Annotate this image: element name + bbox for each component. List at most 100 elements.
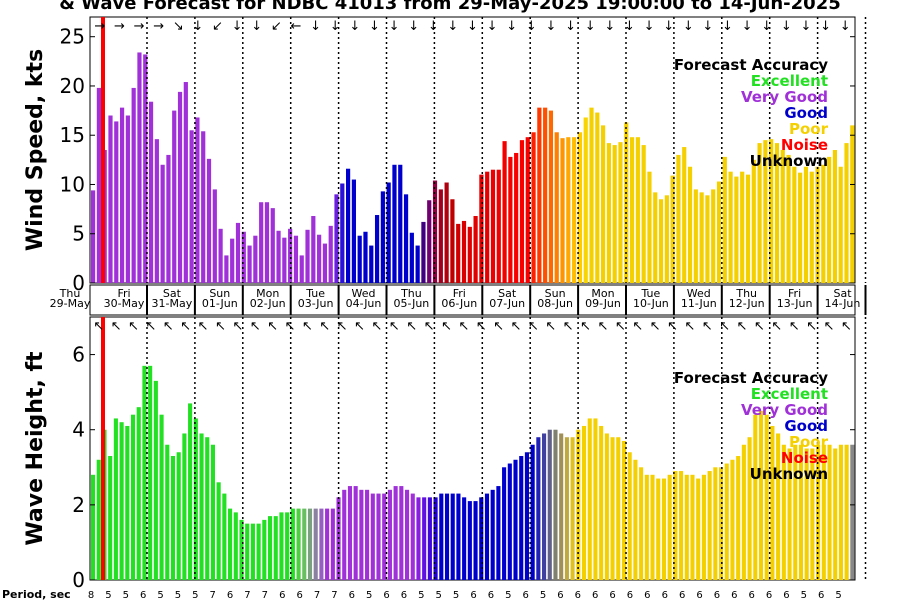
period-value: 5 bbox=[436, 590, 442, 600]
wind-bar bbox=[577, 132, 583, 283]
wind-direction-arrow: ↓ bbox=[624, 19, 635, 34]
wave-bar bbox=[753, 414, 758, 580]
period-value: 6 bbox=[627, 590, 633, 600]
wind-bar bbox=[716, 181, 722, 283]
wind-bar bbox=[392, 164, 397, 283]
wind-bar bbox=[682, 147, 687, 283]
wave-bar bbox=[776, 433, 781, 580]
wind-direction-arrow: ↓ bbox=[546, 19, 557, 34]
wind-bar bbox=[108, 115, 113, 283]
period-value: 5 bbox=[505, 590, 511, 600]
wave-bar bbox=[684, 474, 689, 580]
wind-bar bbox=[444, 182, 449, 283]
wind-bar bbox=[502, 141, 507, 283]
wave-bar bbox=[108, 456, 113, 580]
wind-direction-arrow: ↓ bbox=[428, 19, 439, 34]
wind-bar bbox=[172, 110, 177, 283]
period-value: 5 bbox=[366, 590, 372, 600]
wave-bar bbox=[787, 448, 792, 580]
wave-bar bbox=[444, 493, 450, 580]
wave-direction-arrow: ↖ bbox=[93, 319, 104, 334]
wind-bar bbox=[230, 238, 235, 283]
wind-bar bbox=[119, 107, 125, 283]
wave-direction-arrow: ↖ bbox=[389, 319, 400, 334]
period-value: 6 bbox=[609, 590, 615, 600]
period-value: 6 bbox=[714, 590, 720, 600]
wave-direction-arrow: ↖ bbox=[111, 319, 122, 334]
wind-bar bbox=[415, 245, 420, 283]
wind-bar bbox=[525, 137, 530, 283]
period-value: 7 bbox=[210, 590, 216, 600]
period-value: 6 bbox=[140, 590, 146, 600]
day-name-label: Sun bbox=[209, 287, 230, 300]
day-date-label: 08-Jun bbox=[537, 297, 573, 310]
period-value: 5 bbox=[105, 590, 111, 600]
period-value: 6 bbox=[470, 590, 476, 600]
wind-bar bbox=[543, 107, 548, 283]
wave-bar bbox=[125, 425, 130, 580]
wave-direction-arrow: ↖ bbox=[615, 319, 626, 334]
wave-bar bbox=[222, 493, 227, 580]
wave-bar bbox=[736, 456, 741, 580]
wind-direction-arrow: ↓ bbox=[761, 19, 772, 34]
wave-bar bbox=[307, 508, 313, 580]
wind-bar bbox=[334, 194, 339, 283]
wave-plot-area bbox=[89, 316, 856, 581]
wind-bar bbox=[328, 225, 333, 283]
wave-bar bbox=[559, 433, 564, 580]
wave-bar bbox=[228, 508, 233, 580]
day-date-label: 12-Jun bbox=[729, 297, 765, 310]
wind-bar bbox=[780, 150, 785, 283]
wave-bar bbox=[416, 497, 421, 580]
wave-bar bbox=[696, 478, 701, 580]
period-value: 6 bbox=[401, 590, 407, 600]
wave-bar bbox=[599, 425, 604, 580]
wind-direction-arrow: ↓ bbox=[487, 19, 498, 34]
wind-bar bbox=[711, 189, 716, 283]
wind-direction-arrow: ↓ bbox=[604, 19, 615, 34]
wind-bar bbox=[177, 91, 183, 283]
wind-bar bbox=[125, 115, 130, 283]
wind-bar bbox=[751, 159, 756, 283]
wind-bar bbox=[427, 200, 432, 283]
day-name-label: Tue bbox=[641, 287, 661, 300]
wave-bar bbox=[798, 444, 804, 580]
wave-bar bbox=[342, 489, 347, 580]
wave-direction-arrow: ↖ bbox=[632, 319, 643, 334]
wave-bar bbox=[239, 519, 244, 580]
wind-bar bbox=[832, 150, 838, 283]
wave-bar bbox=[165, 444, 170, 580]
wind-bar bbox=[450, 199, 455, 283]
wind-bar bbox=[653, 192, 658, 283]
period-value: 6 bbox=[557, 590, 563, 600]
day-name-label: Sat bbox=[833, 287, 852, 300]
wave-bar bbox=[410, 493, 415, 580]
wind-bar bbox=[803, 166, 809, 283]
wave-bar bbox=[319, 508, 324, 580]
wave-bar bbox=[170, 456, 176, 580]
wave-bar bbox=[182, 433, 187, 580]
period-value: 6 bbox=[696, 590, 702, 600]
wind-bar bbox=[705, 195, 710, 283]
wave-bar bbox=[450, 493, 455, 580]
wind-bar bbox=[734, 176, 739, 283]
wind-bar bbox=[821, 164, 826, 283]
day-name-label: Thu bbox=[59, 287, 81, 300]
wind-direction-arrow: ↓ bbox=[820, 19, 831, 34]
wave-direction-arrow: ↖ bbox=[458, 319, 469, 334]
wind-legend-item: Very Good bbox=[741, 88, 828, 106]
wave-direction-arrow: ↖ bbox=[250, 319, 261, 334]
wind-bar bbox=[386, 182, 391, 283]
wave-bar bbox=[188, 403, 193, 580]
day-name-label: Mon bbox=[591, 287, 614, 300]
day-name-label: Fri bbox=[788, 287, 801, 300]
wind-bar bbox=[815, 166, 820, 283]
wind-direction-arrow: → bbox=[94, 19, 105, 34]
wind-bar bbox=[206, 158, 212, 283]
wind-bar bbox=[745, 174, 751, 283]
wave-bar bbox=[427, 497, 432, 580]
wind-bar bbox=[264, 202, 270, 283]
day-date-label: 04-Jun bbox=[346, 297, 382, 310]
wave-bar bbox=[810, 448, 815, 580]
